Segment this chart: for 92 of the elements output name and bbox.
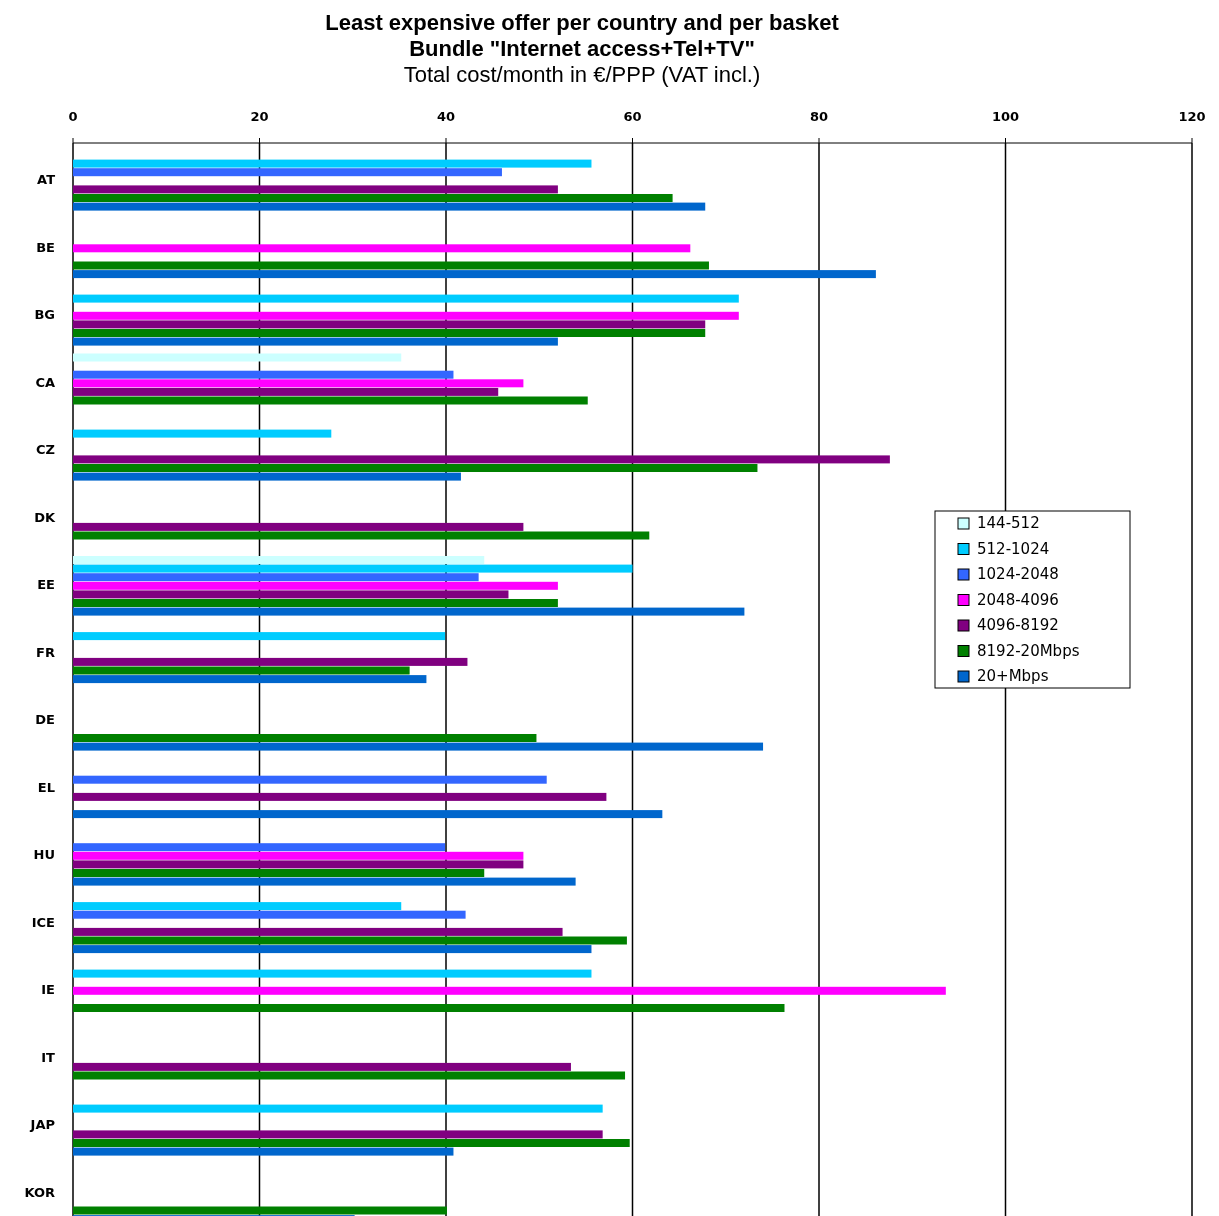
x-tick-label: 20 bbox=[250, 109, 269, 124]
bar bbox=[73, 1071, 626, 1080]
bar bbox=[73, 464, 758, 472]
bar bbox=[73, 590, 509, 599]
x-tick-label: 40 bbox=[436, 109, 456, 124]
bar bbox=[73, 910, 466, 919]
bar bbox=[73, 387, 499, 396]
y-tick-label: KOR bbox=[24, 1184, 55, 1200]
bar bbox=[73, 168, 502, 177]
legend-label: 8192-20Mbps bbox=[977, 641, 1080, 660]
bar bbox=[73, 607, 745, 616]
y-tick-label: EE bbox=[37, 577, 55, 592]
bar bbox=[73, 986, 946, 995]
bar bbox=[73, 969, 592, 978]
bar bbox=[73, 329, 706, 337]
bar bbox=[73, 869, 485, 877]
legend-label: 2048-4096 bbox=[977, 590, 1059, 609]
legend-label: 4096-8192 bbox=[977, 616, 1059, 634]
bar bbox=[73, 337, 558, 346]
bar bbox=[73, 202, 706, 211]
bar bbox=[73, 792, 607, 801]
y-tick-label: BE bbox=[36, 239, 55, 255]
bar bbox=[73, 877, 576, 886]
bar bbox=[73, 675, 427, 684]
bar bbox=[73, 531, 650, 540]
x-tick-label: 0 bbox=[68, 109, 78, 124]
bar bbox=[73, 1062, 571, 1071]
y-tick-label: EL bbox=[37, 779, 55, 795]
bar bbox=[73, 902, 402, 911]
bar bbox=[73, 1130, 603, 1139]
bar bbox=[73, 429, 332, 438]
bar bbox=[73, 599, 558, 607]
bar bbox=[73, 1147, 454, 1156]
bar bbox=[73, 1206, 447, 1215]
bar bbox=[73, 270, 876, 279]
bar bbox=[73, 379, 524, 388]
bar bbox=[73, 472, 461, 481]
x-tick-label: 100 bbox=[991, 109, 1020, 124]
y-tick-label: JAP bbox=[29, 1117, 55, 1132]
bar bbox=[73, 194, 673, 202]
bar bbox=[73, 936, 627, 945]
y-tick-label: DE bbox=[35, 712, 55, 727]
y-tick-label: ICE bbox=[31, 914, 55, 930]
bar bbox=[73, 564, 633, 573]
bar bbox=[73, 742, 764, 751]
bar bbox=[73, 573, 479, 582]
y-tick-label: BG bbox=[34, 307, 55, 322]
bar bbox=[73, 775, 547, 784]
chart-subtitle: Total cost/month in €/PPP (VAT incl.) bbox=[403, 62, 761, 87]
x-tick-label: 120 bbox=[1178, 109, 1206, 124]
y-tick-label: CZ bbox=[36, 442, 55, 457]
bar bbox=[73, 860, 524, 869]
chart-title: Least expensive offer per country and per basket Bundle "Internet access+Tel+TV" bbox=[325, 10, 840, 61]
bar bbox=[73, 185, 558, 194]
bar bbox=[73, 927, 563, 936]
y-tick-label: CA bbox=[35, 374, 55, 390]
legend-label: 1024-2048 bbox=[977, 565, 1059, 583]
y-tick-label: AT bbox=[37, 172, 56, 187]
bar bbox=[73, 632, 446, 641]
bar bbox=[73, 370, 454, 379]
legend-label: 512-1024 bbox=[977, 539, 1050, 558]
bar bbox=[73, 810, 663, 819]
legend-label: 144-512 bbox=[977, 514, 1040, 532]
bar bbox=[73, 455, 890, 464]
y-tick-label: FR bbox=[36, 644, 55, 660]
x-tick-label: 80 bbox=[809, 109, 829, 124]
bar bbox=[73, 294, 739, 303]
bar bbox=[73, 1104, 603, 1113]
bar bbox=[73, 244, 691, 253]
bar bbox=[73, 657, 468, 666]
bar bbox=[73, 945, 592, 954]
bar bbox=[73, 666, 410, 675]
bar bbox=[73, 843, 446, 852]
legend-label: 20+Mbps bbox=[977, 667, 1049, 685]
y-tick-label: IE bbox=[41, 982, 55, 997]
y-tick-label: HU bbox=[33, 847, 55, 862]
bar bbox=[73, 851, 524, 860]
bar bbox=[73, 261, 709, 270]
bar bbox=[73, 396, 588, 405]
bar bbox=[73, 320, 706, 329]
bar bbox=[73, 581, 558, 590]
bar bbox=[73, 522, 524, 531]
y-tick-label: IT bbox=[41, 1049, 56, 1065]
bar bbox=[73, 556, 485, 564]
bar bbox=[73, 1139, 630, 1147]
bar bbox=[73, 734, 537, 742]
bar bbox=[73, 353, 402, 362]
x-tick-label: 60 bbox=[623, 109, 642, 124]
y-tick-label: DK bbox=[34, 509, 56, 525]
bar bbox=[73, 159, 592, 168]
bar bbox=[73, 1004, 785, 1012]
bar bbox=[73, 311, 739, 320]
